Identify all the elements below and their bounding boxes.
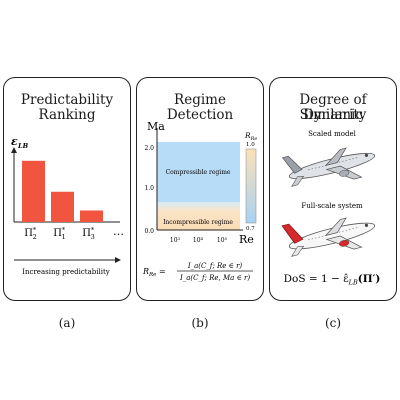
ranking-bar-label-2: Π* 1 bbox=[54, 226, 67, 241]
compressible-region bbox=[157, 142, 241, 203]
ranking-bar-1 bbox=[22, 161, 46, 223]
formula-numerator: I_a(C_f; Re ∈ r) bbox=[187, 262, 243, 270]
dos-formula: DoS = 1 − ε̂LB(Π′) bbox=[284, 273, 381, 287]
scaled-model-label: Scaled model bbox=[309, 130, 357, 138]
formula-denominator: I_a(C_f; Re, Ma ∈ r) bbox=[179, 274, 250, 282]
colorbar-max: 1.0 bbox=[246, 142, 255, 148]
panel-b-title-line2: Detection bbox=[166, 107, 234, 123]
predictability-arrow-label: Increasing predictability bbox=[23, 268, 111, 276]
y-tick-2: 2.0 bbox=[145, 145, 155, 152]
incompressible-region-label: Incompressible regime bbox=[163, 219, 233, 226]
colorbar-min: 0.7 bbox=[246, 226, 255, 232]
y-tick-1: 1.0 bbox=[145, 185, 155, 192]
caption-b: (b) bbox=[191, 316, 209, 330]
ranking-chart: ε LB Π* 2 Π* 1 Π* 3 … Increasing predictabili… bbox=[11, 135, 124, 276]
panel-predictability-ranking: Predictability Ranking ε LB Π* 2 Π* 1 Π* 3 … … bbox=[3, 77, 131, 301]
similarity-illustration: Scaled model Full-scale system DoS = 1 −… bbox=[281, 130, 381, 287]
ranking-ylabel-sub: LB bbox=[17, 142, 29, 150]
caption-c: (c) bbox=[324, 316, 342, 330]
scaled-model-tail bbox=[282, 156, 303, 175]
panel-c-title-line2: Similarity bbox=[299, 107, 367, 123]
incompressible-region bbox=[157, 202, 241, 231]
y-tick-0: 0.0 bbox=[145, 228, 155, 235]
panel-regime-detection: Regime Detection Ma Compressible regime … bbox=[136, 77, 264, 301]
panel-c-title-line1: Degree of Dynamic bbox=[299, 92, 367, 123]
regime-map: Ma Compressible regime Incompressible re… bbox=[142, 120, 257, 282]
scaled-model-airplane bbox=[282, 147, 376, 188]
regime-y-axis-label: Ma bbox=[147, 120, 165, 133]
full-scale-tail bbox=[281, 224, 304, 245]
ranking-bar-2 bbox=[51, 192, 75, 223]
x-tick-1e4: 104 bbox=[193, 236, 204, 244]
panel-a-title-line2: Ranking bbox=[38, 107, 96, 123]
panel-dynamic-similarity: Degree of Dynamic Similarity Scaled mode… bbox=[269, 77, 397, 301]
ranking-y-axis-arrow bbox=[11, 147, 18, 154]
full-scale-airplane bbox=[281, 217, 376, 258]
ranking-ylabel: ε bbox=[11, 135, 18, 148]
x-tick-1e5: 105 bbox=[217, 236, 228, 244]
regime-formula: RRe = I_a(C_f; Re ∈ r) I_a(C_f; Re, Ma ∈… bbox=[142, 262, 254, 282]
caption-a: (a) bbox=[58, 316, 76, 330]
colorbar bbox=[246, 149, 257, 224]
ranking-bar-label-1: Π* 2 bbox=[25, 226, 38, 241]
svg-text:RRe =: RRe = bbox=[142, 267, 166, 278]
compressible-region-label: Compressible regime bbox=[166, 169, 231, 176]
x-tick-1e3: 103 bbox=[170, 236, 181, 244]
regime-x-axis-label: Re bbox=[239, 233, 254, 246]
panel-b-title-line1: Regime bbox=[174, 92, 226, 108]
ranking-bar-label-3: Π* 3 bbox=[83, 226, 96, 241]
colorbar-label: RRe bbox=[244, 131, 257, 142]
ranking-bar-3 bbox=[80, 210, 104, 223]
ranking-ellipsis: … bbox=[113, 225, 124, 238]
predictability-arrow-head bbox=[115, 257, 122, 264]
full-scale-label: Full-scale system bbox=[302, 202, 364, 210]
panel-a-title-line1: Predictability bbox=[20, 92, 114, 108]
